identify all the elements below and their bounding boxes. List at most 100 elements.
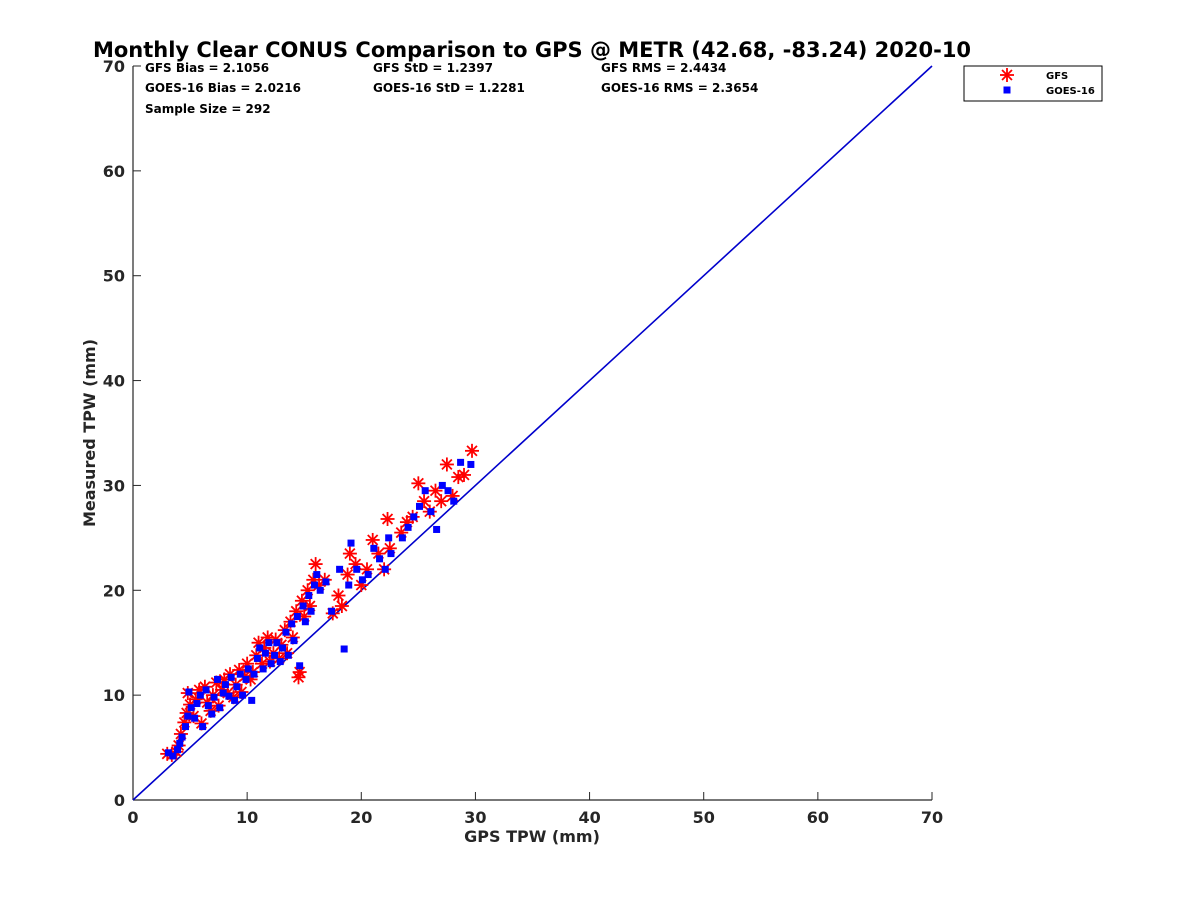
goes16-point [239,691,247,699]
stat-gfs-bias: GFS Bias = 2.1056 [145,61,269,75]
y-tick-label: 20 [103,581,125,600]
goes16-point [202,686,210,694]
gfs-point [417,494,432,509]
goes16-point [178,733,186,741]
goes16-point [221,681,229,689]
goes16-point [182,723,190,731]
goes16-point [279,644,287,652]
x-tick-label: 40 [578,808,600,827]
gfs-point [334,599,349,614]
gfs-point [434,494,449,509]
goes16-point [216,704,224,712]
goes16-point [184,712,192,720]
goes16-point [421,487,429,495]
chart-title: Monthly Clear CONUS Comparison to GPS @ … [93,38,971,62]
legend: GFS GOES-16 [963,65,1103,102]
goes16-point [387,550,395,558]
x-tick-label: 30 [464,808,486,827]
goes16-point [199,723,207,731]
legend-gfs-marker [1000,68,1014,82]
goes16-point [340,645,348,653]
legend-label-goes16: GOES-16 [1046,86,1095,97]
legend-label-gfs: GFS [1046,71,1068,82]
goes16-point [213,675,221,683]
gfs-point [331,588,346,603]
goes16-point [290,637,298,645]
goes16-point [347,539,355,547]
goes16-point [185,688,193,696]
y-tick-label: 10 [103,686,125,705]
gfs-point [465,443,480,458]
goes16-point [370,544,378,552]
legend-box [963,65,1103,102]
goes16-point [219,689,227,697]
goes16-point [415,502,423,510]
goes16-point [176,739,184,747]
one-to-one-line [132,65,933,801]
stat-sample-size: Sample Size = 292 [145,102,271,116]
stat-gfs-std: GFS StD = 1.2397 [373,61,493,75]
goes16-point [256,644,264,652]
goes16-point [284,651,292,659]
goes16-point [457,458,465,466]
gfs-point [457,467,472,482]
goes16-point [248,696,256,704]
goes16-point [210,693,218,701]
goes16-point [187,704,195,712]
goes16-point [191,714,199,722]
gfs-point [380,511,395,526]
x-tick-label: 50 [693,808,715,827]
gfs-point [428,483,443,498]
stat-goes16-rms: GOES-16 RMS = 2.3654 [601,81,758,95]
x-axis-label: GPS TPW (mm) [464,827,600,846]
goes16-point [259,665,267,673]
goes16-point [253,654,261,662]
gfs-legend-star [1000,68,1014,82]
goes16-point [450,497,458,505]
goes16-point [322,578,330,586]
goes16-point [433,525,441,533]
gfs-point [340,567,355,582]
gfs-point [342,546,357,561]
plot-axes: 0 10 20 30 40 50 60 70 0 10 20 30 40 50 60 70 [103,57,943,827]
goes16-point [299,602,307,610]
y-tick-label: 0 [114,791,125,810]
x-tick-label: 20 [350,808,372,827]
goes16-point [444,487,452,495]
goes16-point [410,513,418,521]
goes16-point [296,662,304,670]
goes16-point [265,639,273,647]
gfs-point [365,532,380,547]
goes16-point [236,670,244,678]
goes16-point [328,607,336,615]
data-points [160,443,480,762]
x-tick-label: 0 [127,808,138,827]
goes16-point [381,565,389,573]
goes16-point [271,651,279,659]
goes16-point [250,670,258,678]
y-tick-label: 60 [103,162,125,181]
goes16-point [204,702,212,710]
legend-goes16-marker [1003,86,1011,94]
goes16-point [438,481,446,489]
y-tick-label: 50 [103,267,125,286]
gfs-point [439,457,454,472]
x-tick-label: 10 [236,808,258,827]
goes16-point [288,620,296,628]
reference-line-group [132,65,933,801]
goes16-point [427,508,435,516]
goes16-point [358,576,366,584]
goes16-point [231,696,239,704]
goes16-point [301,618,309,626]
goes16-point [398,534,406,542]
goes16-point [305,592,313,600]
goes16-point [233,683,241,691]
goes16-point [276,658,284,666]
y-tick-label: 30 [103,476,125,495]
goes16-point [164,749,172,757]
goes16-point [208,710,216,718]
stat-gfs-rms: GFS RMS = 2.4434 [601,61,726,75]
goes16-point [467,460,475,468]
x-tick-label: 60 [807,808,829,827]
